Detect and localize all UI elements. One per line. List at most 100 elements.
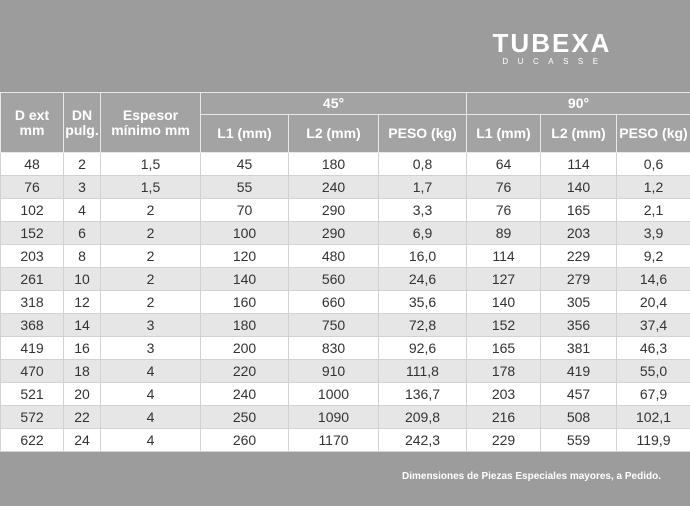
header-45-l2: L2 (mm)	[288, 114, 379, 153]
footer-note: Dimensiones de Piezas Especiales mayores…	[401, 471, 661, 482]
table-cell: 4	[100, 405, 201, 429]
table-cell: 24,6	[378, 267, 467, 291]
header-45-l1: L1 (mm)	[200, 114, 289, 153]
table-cell: 480	[288, 244, 379, 268]
table-cell: 2	[100, 221, 201, 245]
table-cell: 180	[200, 313, 289, 337]
table-cell: 46,3	[616, 336, 690, 360]
table-cell: 910	[288, 359, 379, 383]
table-cell: 89	[466, 221, 541, 245]
table-cell: 559	[540, 428, 617, 452]
table-cell: 203	[0, 244, 64, 268]
table-row: 152 6 2 100 290 6,9 89 203 3,9	[0, 221, 690, 245]
table-cell: 16	[63, 336, 101, 360]
table-cell: 240	[200, 382, 289, 406]
table-cell: 2,1	[616, 198, 690, 222]
table-cell: 419	[0, 336, 64, 360]
table-cell: 2	[100, 198, 201, 222]
table-cell: 102	[0, 198, 64, 222]
table-cell: 10	[63, 267, 101, 291]
brand-logo: TUBEXA DUCASSE	[486, 30, 618, 67]
table-cell: 48	[0, 152, 64, 176]
table-row: 48 2 1,5 45 180 0,8 64 114 0,6	[0, 152, 690, 176]
table-cell: 45	[200, 152, 289, 176]
table-body: 48 2 1,5 45 180 0,8 64 114 0,6 76 3 1,5 55 240 1,7 76 14…	[0, 152, 690, 452]
table-cell: 136,7	[378, 382, 467, 406]
table-cell: 521	[0, 382, 64, 406]
table-cell: 70	[200, 198, 289, 222]
table-cell: 127	[466, 267, 541, 291]
table-cell: 1,7	[378, 175, 467, 199]
table-cell: 119,9	[616, 428, 690, 452]
table-cell: 2	[63, 152, 101, 176]
table-cell: 114	[540, 152, 617, 176]
table-cell: 35,6	[378, 290, 467, 314]
logo-subtitle: DUCASSE	[502, 57, 608, 66]
table-cell: 560	[288, 267, 379, 291]
table-cell: 0,6	[616, 152, 690, 176]
table-cell: 660	[288, 290, 379, 314]
table-cell: 0,8	[378, 152, 467, 176]
table-cell: 419	[540, 359, 617, 383]
table-cell: 165	[540, 198, 617, 222]
table-cell: 100	[200, 221, 289, 245]
table-cell: 178	[466, 359, 541, 383]
table-cell: 260	[200, 428, 289, 452]
table-cell: 6,9	[378, 221, 467, 245]
table-cell: 120	[200, 244, 289, 268]
table-cell: 508	[540, 405, 617, 429]
table-cell: 622	[0, 428, 64, 452]
header-45-peso: PESO (kg)	[378, 114, 467, 153]
table-cell: 111,8	[378, 359, 467, 383]
table-cell: 305	[540, 290, 617, 314]
table-cell: 67,9	[616, 382, 690, 406]
table-cell: 250	[200, 405, 289, 429]
table-row: 102 4 2 70 290 3,3 76 165 2,1	[0, 198, 690, 222]
table-row: 470 18 4 220 910 111,8 178 419 55,0	[0, 359, 690, 383]
table-cell: 1,2	[616, 175, 690, 199]
table-cell: 209,8	[378, 405, 467, 429]
table-row: 318 12 2 160 660 35,6 140 305 20,4	[0, 290, 690, 314]
table-row: 419 16 3 200 830 92,6 165 381 46,3	[0, 336, 690, 360]
header-dn: DN pulg.	[63, 92, 101, 153]
table-cell: 381	[540, 336, 617, 360]
table-cell: 4	[100, 428, 201, 452]
table-row: 203 8 2 120 480 16,0 114 229 9,2	[0, 244, 690, 268]
table-cell: 20,4	[616, 290, 690, 314]
table-cell: 2	[100, 267, 201, 291]
table-cell: 2	[100, 290, 201, 314]
table-cell: 290	[288, 221, 379, 245]
table-cell: 9,2	[616, 244, 690, 268]
table-cell: 203	[466, 382, 541, 406]
table-cell: 92,6	[378, 336, 467, 360]
table-cell: 1000	[288, 382, 379, 406]
table-cell: 12	[63, 290, 101, 314]
table-cell: 318	[0, 290, 64, 314]
table-row: 368 14 3 180 750 72,8 152 356 37,4	[0, 313, 690, 337]
logo-wordmark: TUBEXA	[492, 28, 612, 58]
table-cell: 140	[466, 290, 541, 314]
table-row: 76 3 1,5 55 240 1,7 76 140 1,2	[0, 175, 690, 199]
header-d-ext: D ext mm	[0, 92, 64, 153]
table-cell: 1,5	[100, 152, 201, 176]
header-90-peso: PESO (kg)	[616, 114, 690, 153]
table-cell: 830	[288, 336, 379, 360]
table-cell: 72,8	[378, 313, 467, 337]
table-cell: 457	[540, 382, 617, 406]
table-cell: 572	[0, 405, 64, 429]
table-cell: 22	[63, 405, 101, 429]
table-cell: 4	[63, 198, 101, 222]
table-cell: 76	[466, 198, 541, 222]
table-cell: 279	[540, 267, 617, 291]
table-cell: 240	[288, 175, 379, 199]
table-row: 261 10 2 140 560 24,6 127 279 14,6	[0, 267, 690, 291]
table-cell: 114	[466, 244, 541, 268]
table-cell: 64	[466, 152, 541, 176]
table-cell: 200	[200, 336, 289, 360]
table-cell: 76	[466, 175, 541, 199]
table-cell: 3	[100, 313, 201, 337]
table-cell: 3	[63, 175, 101, 199]
table-cell: 4	[100, 359, 201, 383]
table-cell: 165	[466, 336, 541, 360]
table-cell: 8	[63, 244, 101, 268]
